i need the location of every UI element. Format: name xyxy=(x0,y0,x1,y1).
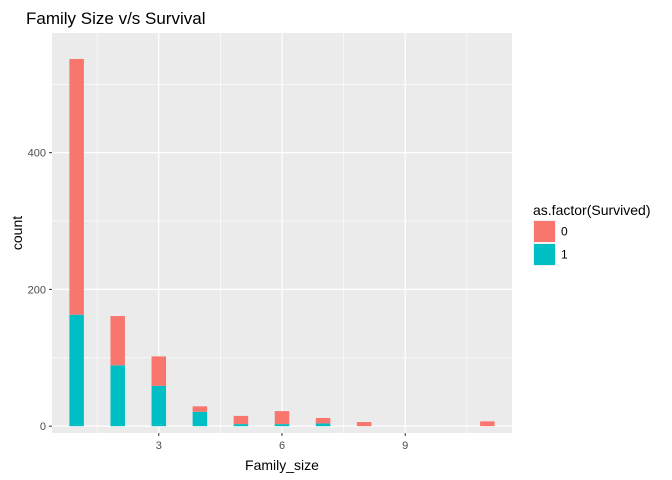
bar-segment-survived-0 xyxy=(356,422,372,427)
bar-segment-survived-1 xyxy=(69,314,84,427)
y-tick-label: 200 xyxy=(28,284,46,296)
y-tick-label: 400 xyxy=(28,148,46,160)
bar-segment-survived-0 xyxy=(274,411,290,425)
bar-segment-survived-1 xyxy=(110,365,125,427)
legend-key-swatch xyxy=(534,244,555,265)
bar-segment-survived-1 xyxy=(315,423,331,427)
bar-segment-survived-0 xyxy=(110,316,125,366)
bar-segment-survived-0 xyxy=(69,58,84,315)
bar-segment-survived-0 xyxy=(233,415,249,425)
x-tick-label: 3 xyxy=(156,440,162,452)
bar-segment-survived-1 xyxy=(233,424,249,427)
x-tick-label: 6 xyxy=(279,440,285,452)
bar-segment-survived-0 xyxy=(151,356,167,386)
bars xyxy=(69,58,495,427)
bar-segment-survived-0 xyxy=(480,421,495,427)
bar-segment-survived-1 xyxy=(151,385,167,427)
legend-title: as.factor(Survived) xyxy=(533,202,650,218)
y-tick-label: 0 xyxy=(40,421,46,433)
y-axis-title: count xyxy=(9,216,25,250)
bar-segment-survived-1 xyxy=(274,424,290,427)
bar-segment-survived-0 xyxy=(315,417,331,424)
bar-segment-survived-1 xyxy=(192,411,208,427)
axes: 0 200 400 3 6 9 xyxy=(28,148,409,452)
x-tick-label: 9 xyxy=(402,440,408,452)
x-axis-title: Family_size xyxy=(245,457,319,473)
legend-entry-label: 1 xyxy=(561,248,568,262)
legend-key-swatch xyxy=(534,221,555,242)
chart-title: Family Size v/s Survival xyxy=(26,9,205,28)
legend-entry-label: 0 xyxy=(561,225,568,239)
legend: as.factor(Survived) 0 1 xyxy=(533,202,650,266)
bar-segment-survived-0 xyxy=(192,406,208,412)
